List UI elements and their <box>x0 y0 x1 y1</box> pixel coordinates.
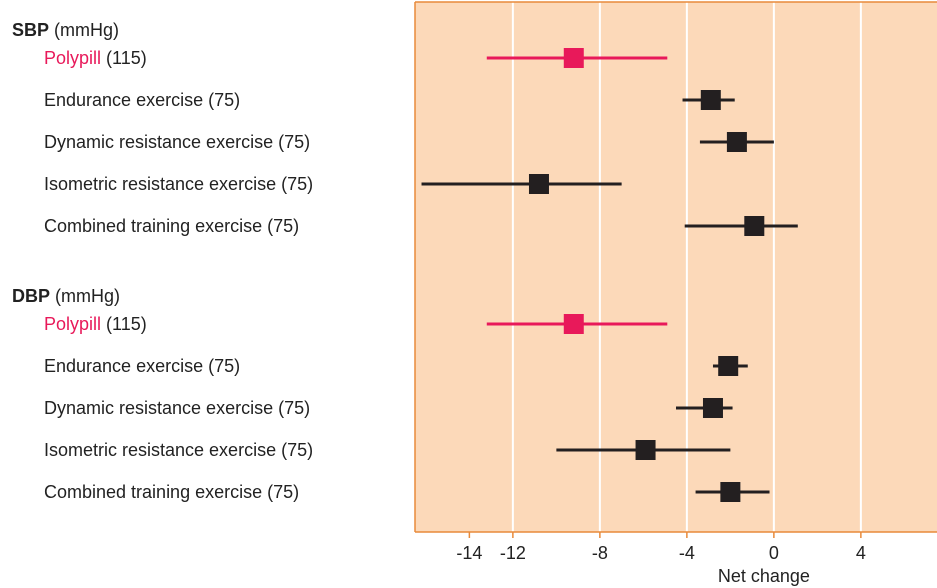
group-label: SBP (mmHg) <box>12 19 119 41</box>
row-label: Polypill (115) <box>44 47 147 69</box>
group-unit: (mmHg) <box>49 20 120 40</box>
row-sample-size: (75) <box>203 356 241 376</box>
group-name: SBP <box>12 20 50 40</box>
group-name: DBP <box>12 286 51 306</box>
x-tick-label: -14 <box>456 543 482 563</box>
row-label: Combined training exercise (75) <box>44 215 299 237</box>
point-estimate <box>718 356 739 376</box>
x-tick-label: -4 <box>679 543 695 563</box>
row-name: Polypill <box>44 48 102 68</box>
row-label: Combined training exercise (75) <box>44 481 299 503</box>
row-label: Isometric resistance exercise (75) <box>44 173 313 195</box>
row-name: Endurance exercise <box>44 90 204 110</box>
row-name: Dynamic resistance exercise <box>44 398 274 418</box>
group-label: DBP (mmHg) <box>12 285 120 307</box>
row-sample-size: (75) <box>273 132 311 152</box>
row-sample-size: (75) <box>262 482 300 502</box>
row-sample-size: (75) <box>273 398 311 418</box>
row-label: Dynamic resistance exercise (75) <box>44 397 310 419</box>
row-name: Endurance exercise <box>44 356 204 376</box>
row-label: Dynamic resistance exercise (75) <box>44 131 310 153</box>
row-name: Isometric resistance exercise <box>44 174 277 194</box>
point-estimate <box>528 174 549 194</box>
point-estimate <box>635 440 656 460</box>
row-sample-size: (75) <box>276 174 314 194</box>
row-label: Endurance exercise (75) <box>44 89 240 111</box>
x-tick-label: -12 <box>500 543 526 563</box>
point-estimate <box>700 90 721 110</box>
point-estimate <box>563 48 584 68</box>
point-estimate <box>702 398 723 418</box>
x-axis-title: Net change <box>718 566 810 586</box>
row-name: Dynamic resistance exercise <box>44 132 274 152</box>
row-label: Polypill (115) <box>44 313 147 335</box>
row-sample-size: (75) <box>203 90 241 110</box>
row-name: Polypill <box>44 314 102 334</box>
row-name: Isometric resistance exercise <box>44 440 277 460</box>
row-name: Combined training exercise <box>44 216 263 236</box>
point-estimate <box>744 216 765 236</box>
group-unit: (mmHg) <box>50 286 121 306</box>
point-estimate <box>726 132 747 152</box>
x-tick-label: 0 <box>769 543 779 563</box>
plot-background <box>415 2 937 532</box>
row-sample-size: (115) <box>101 48 147 68</box>
x-tick-label: -8 <box>592 543 608 563</box>
point-estimate <box>563 314 584 334</box>
row-sample-size: (115) <box>101 314 147 334</box>
x-tick-label: 4 <box>856 543 866 563</box>
row-label: Isometric resistance exercise (75) <box>44 439 313 461</box>
row-labels: SBP (mmHg) Polypill (115) Endurance exerci… <box>0 0 400 588</box>
row-name: Combined training exercise <box>44 482 263 502</box>
row-label: Endurance exercise (75) <box>44 355 240 377</box>
row-sample-size: (75) <box>276 440 314 460</box>
row-sample-size: (75) <box>262 216 300 236</box>
point-estimate <box>720 482 741 502</box>
